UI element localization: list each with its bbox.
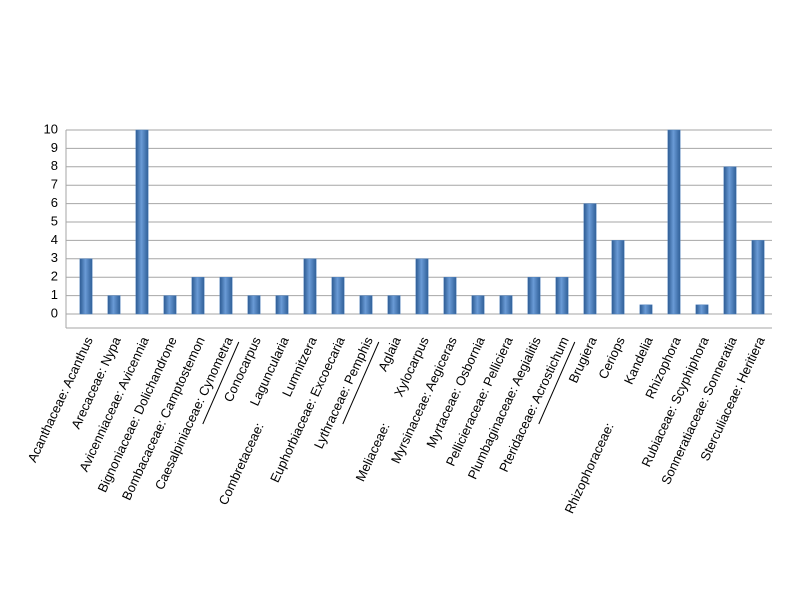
group-separator [538, 341, 576, 425]
bar [303, 258, 317, 315]
bar [751, 240, 765, 315]
bar [79, 258, 93, 315]
bar [527, 276, 541, 315]
bar [443, 276, 457, 315]
y-tick-label: 10 [44, 121, 58, 136]
bar [247, 295, 261, 315]
bar [611, 240, 625, 315]
bar [275, 295, 289, 315]
y-tick-label: 8 [51, 158, 58, 173]
bar [415, 258, 429, 315]
bar [499, 295, 513, 315]
y-tick-label: 6 [51, 195, 58, 210]
y-tick-label: 7 [51, 177, 58, 192]
bar [331, 276, 345, 315]
bar [583, 203, 597, 315]
y-tick-label: 9 [51, 140, 58, 155]
y-tick-label: 1 [51, 287, 58, 302]
x-tick-label: Aglaia [375, 334, 404, 374]
bar [555, 276, 569, 315]
y-tick-label: 4 [51, 232, 58, 247]
bar [359, 295, 373, 315]
bar [107, 295, 121, 315]
bar [135, 129, 149, 315]
group-separator [202, 341, 240, 425]
bar [219, 276, 233, 315]
y-tick-label: 3 [51, 250, 58, 265]
y-tick-label: 0 [51, 305, 58, 320]
bar [723, 166, 737, 315]
bar [471, 295, 485, 315]
bar [191, 276, 205, 315]
bar [387, 295, 401, 315]
group-label: Combretaceae: [215, 420, 266, 507]
group-label: Meliaceae: [352, 420, 392, 483]
bar [667, 129, 681, 315]
bar [639, 304, 653, 315]
y-tick-label: 5 [51, 213, 58, 228]
group-separator [342, 341, 380, 425]
y-tick-label: 2 [51, 269, 58, 284]
group-label: Rhizophoraceae: [561, 420, 616, 515]
bar [163, 295, 177, 315]
bar [695, 304, 709, 315]
